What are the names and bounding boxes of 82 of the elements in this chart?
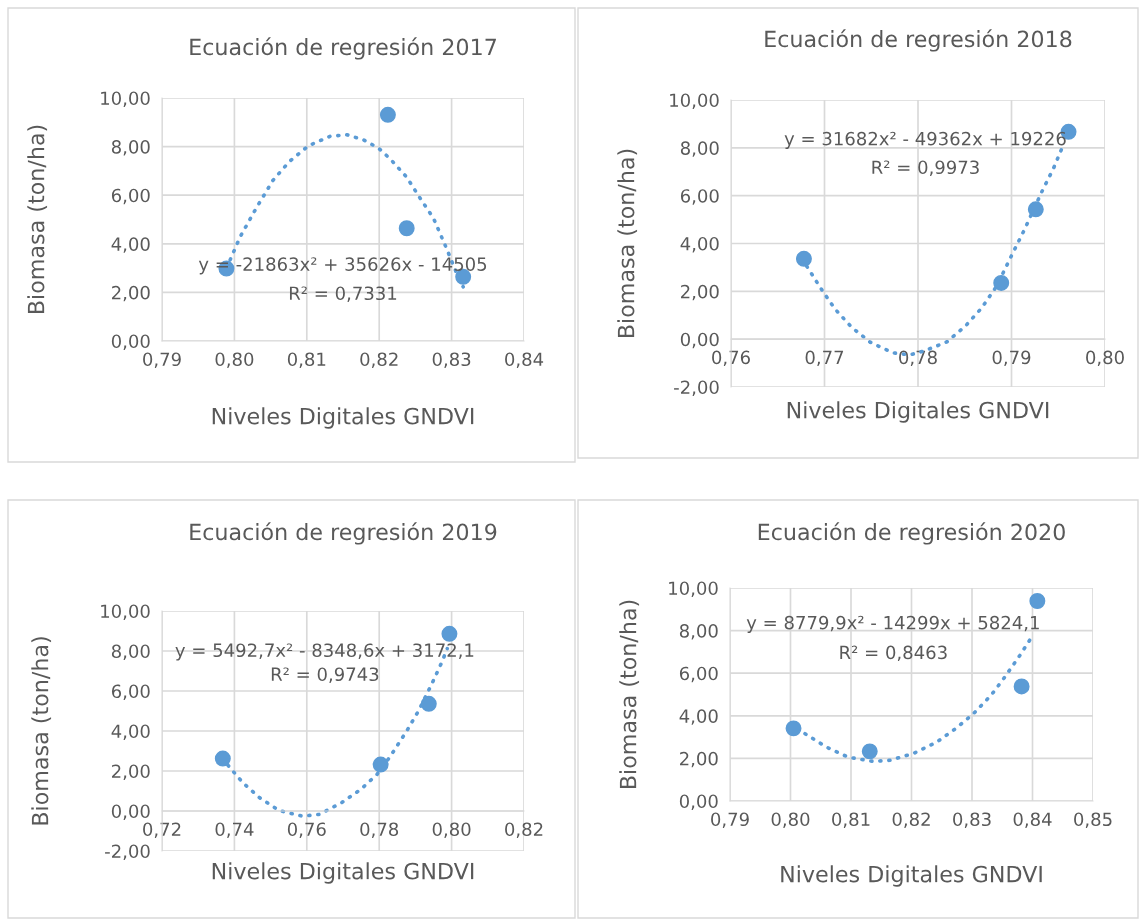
annotation: R² = 0,9973 [872,160,979,176]
point [1029,593,1046,609]
y-tick-label: 8,00 [111,140,150,156]
y-tick-label: 2,00 [680,751,718,768]
x-tick-label: 0,85 [1074,812,1112,828]
point [993,274,1010,291]
x-tick-label: 0,80 [215,352,254,368]
annotation: y = 31682x² - 49362x + 19226 [784,131,1066,149]
y-tick-label: 2,00 [681,284,719,301]
y-tick-label: 4,00 [111,237,150,253]
chart-title: Ecuación de regresión 2017 [190,37,496,60]
point [441,625,458,642]
x-tick-label: 0,76 [287,822,326,838]
y-tick-label: 10,00 [670,93,719,109]
chart-title: Ecuación de regresión 2020 [758,522,1065,545]
y-tick-label: 10,00 [101,91,150,107]
y-tick-label: 8,00 [111,644,150,660]
y-tick-label: -2,00 [674,380,719,396]
x-tick-label: 0,76 [712,350,750,367]
point [214,750,231,767]
x-tick-label: 0,80 [1086,350,1124,367]
x-tick-label: 0,82 [892,812,930,828]
annotation: y = 5492,7x² - 8348,6x + 3172,1 [175,643,474,661]
chart-title: Ecuación de regresión 2018 [765,29,1072,52]
x-tick-label: 0,84 [1013,812,1052,828]
x-axis-title: Niveles Digitales GNDVI [781,865,1042,887]
x-tick-label: 0,80 [432,822,471,838]
x-tick-label: 0,81 [287,352,326,368]
x-tick-label: 0,78 [360,822,399,838]
x-tick-label: 0,79 [143,352,181,368]
x-tick-label: 0,79 [992,350,1031,367]
annotation: R² = 0,9743 [271,667,379,683]
point [372,756,389,773]
x-tick-label: 0,78 [899,350,937,367]
x-tick-label: 0,74 [215,822,254,838]
point [785,720,802,737]
point [861,743,878,760]
x-axis-title: Niveles Digitales GNDVI [212,407,474,429]
annotation: y = 8779,9x² - 14299x + 5824,1 [746,615,1039,633]
point [379,106,396,123]
point [420,695,437,712]
y-tick-label: 8,00 [680,141,719,157]
y-tick-label: 10,00 [669,581,718,597]
y-axis-title: Biomasa (ton/ha) [619,600,640,789]
y-tick-label: 2,00 [112,285,150,302]
y-tick-label: 4,00 [111,724,150,740]
x-axis-title: Niveles Digitales GNDVI [787,401,1049,423]
point [1027,201,1044,218]
y-tick-label: 0,00 [111,804,150,820]
y-axis-title: Biomasa (ton/ha) [31,637,52,825]
y-tick-label: 0,00 [679,794,718,810]
x-tick-label: 0,79 [711,812,749,828]
y-tick-label: 6,00 [111,684,150,700]
x-tick-label: 0,72 [143,822,181,838]
y-axis-title: Biomasa (ton/ha) [27,125,48,314]
annotation: R² = 0,8463 [840,645,947,662]
x-tick-label: 0,83 [953,812,991,828]
x-tick-label: 0,81 [832,812,870,828]
chart-title: Ecuación de regresión 2019 [190,522,497,545]
y-tick-label: -2,00 [105,844,150,860]
y-tick-label: 0,00 [680,332,719,349]
y-tick-label: 2,00 [112,764,150,780]
y-tick-label: 10,00 [101,604,150,620]
x-tick-label: 0,82 [505,822,543,838]
y-tick-label: 8,00 [679,624,718,640]
y-tick-label: 6,00 [679,666,718,683]
y-tick-label: 4,00 [679,709,718,725]
y-tick-label: 6,00 [111,188,150,205]
annotation: R² = 0,7331 [289,286,397,302]
x-tick-label: 0,77 [805,350,844,367]
x-tick-label: 0,83 [432,352,471,368]
point [1013,678,1030,695]
y-tick-label: 6,00 [680,189,719,205]
y-axis-title: Biomasa (ton/ha) [617,149,638,338]
x-tick-label: 0,84 [505,352,544,368]
x-tick-label: 0,80 [771,812,810,828]
x-axis-title: Niveles Digitales GNDVI [212,862,474,884]
point [398,220,415,237]
point [795,250,812,267]
y-tick-label: 0,00 [111,334,150,350]
y-tick-label: 4,00 [680,236,719,253]
x-tick-label: 0,82 [360,352,398,368]
